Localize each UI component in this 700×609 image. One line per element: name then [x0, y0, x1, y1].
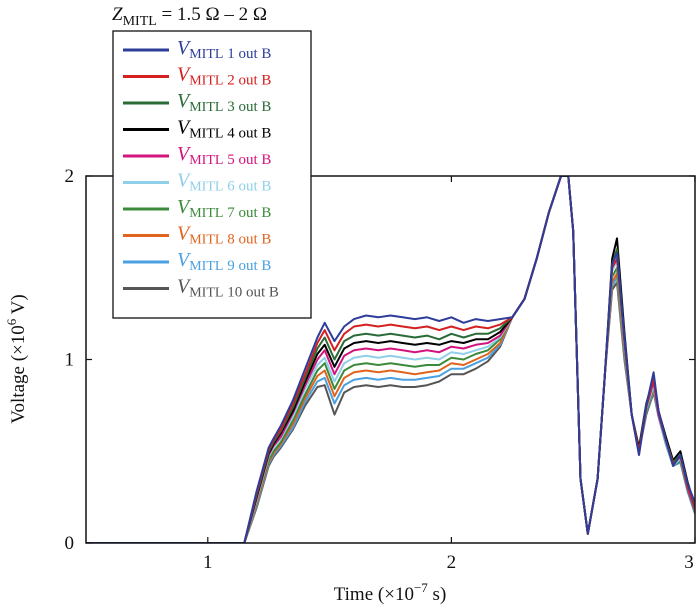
legend-entry: VMITL 5 out B: [123, 143, 271, 168]
y-tick-label: 1: [65, 350, 75, 371]
x-axis-label-tail: s): [428, 584, 446, 605]
legend-label-subscript: MITL: [189, 127, 223, 142]
legend-label-text: 7 out B: [223, 205, 271, 221]
legend-label-text: 6 out B: [223, 179, 271, 195]
legend-label: VMITL 1 out B: [177, 37, 271, 62]
x-axis-label-main: Time (×10: [334, 584, 414, 605]
legend-label-subscript: MITL: [189, 286, 223, 301]
legend-label-subscript: MITL: [189, 206, 223, 221]
legend-box: [112, 30, 312, 319]
x-tick-label: 1: [203, 552, 213, 573]
legend-label: VMITL 3 out B: [177, 90, 271, 115]
title-symbol: Z: [112, 4, 123, 25]
legend-label-subscript: MITL: [189, 259, 223, 274]
legend-label-subscript: MITL: [189, 180, 223, 195]
legend-entry: VMITL 1 out B: [123, 37, 271, 62]
legend-label: VMITL 8 out B: [177, 223, 271, 248]
legend-label-symbol: V: [177, 223, 192, 245]
series-line-1: [86, 176, 695, 543]
y-axis-label-exp: 6: [4, 318, 19, 325]
legend-label-symbol: V: [177, 64, 192, 86]
legend-label: VMITL 7 out B: [177, 196, 271, 221]
legend-label: VMITL 2 out B: [177, 64, 271, 89]
x-axis-label: Time (×10−7 s): [334, 580, 447, 605]
y-axis-label-tail: V): [8, 294, 29, 318]
legend-label-text: 2 out B: [223, 73, 271, 89]
legend-label-subscript: MITL: [189, 100, 223, 115]
y-axis-label-main: Voltage (×10: [8, 325, 29, 424]
y-axis-label: Voltage (×106 V): [4, 294, 29, 423]
chart-title: ZMITL = 1.5 Ω – 2 Ω: [112, 4, 267, 29]
legend-label-text: 10 out B: [223, 285, 278, 301]
y-tick-label: 0: [65, 533, 75, 554]
legend-entry: VMITL 6 out B: [123, 170, 271, 195]
legend-label-symbol: V: [177, 37, 192, 59]
x-tick-label: 2: [447, 552, 457, 573]
legend-label: VMITL 4 out B: [177, 117, 271, 142]
legend-label-text: 9 out B: [223, 258, 271, 274]
title-rest: = 1.5 Ω – 2 Ω: [157, 4, 267, 25]
legend-label-symbol: V: [177, 90, 192, 112]
legend-label-symbol: V: [177, 196, 192, 218]
legend-label: VMITL 9 out B: [177, 249, 271, 274]
legend-entry: VMITL 2 out B: [123, 64, 271, 89]
legend-label-subscript: MITL: [189, 233, 223, 248]
legend-entry: VMITL 4 out B: [123, 117, 271, 142]
legend-label-text: 4 out B: [223, 126, 271, 142]
legend-entry: VMITL 8 out B: [123, 223, 271, 248]
title-subscript: MITL: [123, 14, 157, 29]
legend-label-text: 8 out B: [223, 232, 271, 248]
legend-label-subscript: MITL: [189, 47, 223, 62]
legend-label: VMITL 6 out B: [177, 170, 271, 195]
legend-label-subscript: MITL: [189, 153, 223, 168]
legend-label-text: 1 out B: [223, 46, 271, 62]
legend-label-subscript: MITL: [189, 74, 223, 89]
legend-label: VMITL 10 out B: [177, 276, 279, 301]
legend-label-text: 3 out B: [223, 99, 271, 115]
legend-entry: VMITL 10 out B: [123, 276, 279, 301]
legend-entry: VMITL 9 out B: [123, 249, 271, 274]
legend-label-symbol: V: [177, 276, 192, 298]
series-group: [86, 176, 695, 543]
x-tick-label: 3: [684, 552, 694, 573]
legend-label: VMITL 5 out B: [177, 143, 271, 168]
y-tick-label: 2: [65, 166, 75, 187]
legend-entry: VMITL 7 out B: [123, 196, 271, 221]
legend-label-text: 5 out B: [223, 152, 271, 168]
legend-label-symbol: V: [177, 170, 192, 192]
legend-entry: VMITL 3 out B: [123, 90, 271, 115]
legend-label-symbol: V: [177, 143, 192, 165]
x-axis-label-exp: −7: [414, 580, 428, 595]
legend-label-symbol: V: [177, 117, 192, 139]
legend-label-symbol: V: [177, 249, 192, 271]
